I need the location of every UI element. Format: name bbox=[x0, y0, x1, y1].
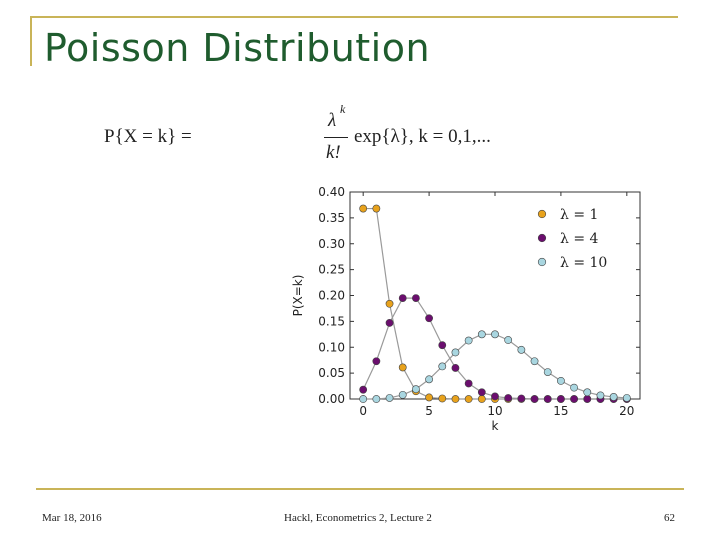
x-tick-label: 15 bbox=[553, 404, 568, 418]
series-2-point bbox=[398, 294, 407, 302]
series-3-point bbox=[412, 385, 420, 394]
series-2-point bbox=[451, 364, 460, 372]
y-tick-label: 0.30 bbox=[318, 237, 345, 251]
series-3-point bbox=[359, 395, 368, 403]
footer-center: Hackl, Econometrics 2, Lecture 2 bbox=[284, 512, 432, 524]
series-2-point bbox=[385, 319, 394, 327]
series-3-point bbox=[557, 376, 565, 385]
series-2-point bbox=[425, 314, 433, 323]
series-2-point bbox=[359, 385, 368, 394]
x-tick-label: 10 bbox=[487, 404, 502, 418]
series-3-point bbox=[372, 395, 381, 403]
series-2-point bbox=[530, 395, 539, 403]
series-3-point bbox=[583, 388, 592, 397]
series-2-point bbox=[491, 392, 499, 401]
poisson-pmf-chart: 0.00 0.05 0.10 0.15 0.20 0.25 0.30 0.35 0.40 0 5 10… bbox=[291, 185, 641, 433]
series-2-point bbox=[412, 294, 420, 302]
series-1-point bbox=[451, 395, 460, 403]
y-tick-label: 0.15 bbox=[318, 314, 345, 328]
y-axis-label: P(X=k) bbox=[291, 275, 305, 317]
series-3-point bbox=[570, 383, 578, 392]
series-2-point bbox=[477, 388, 486, 397]
footer-page-number: 62 bbox=[664, 512, 675, 524]
legend-label-3: λ = 10 bbox=[560, 255, 607, 271]
series-2-point bbox=[372, 357, 381, 366]
series-2-point bbox=[517, 394, 526, 403]
legend-marker-2 bbox=[537, 233, 547, 243]
series-2-point bbox=[570, 395, 578, 403]
x-tick-label: 0 bbox=[359, 404, 367, 418]
y-tick-label: 0.10 bbox=[318, 340, 345, 354]
y-tick-label: 0.40 bbox=[318, 185, 345, 199]
legend-marker-1 bbox=[537, 209, 547, 219]
slide-frame-bottom bbox=[36, 488, 684, 490]
x-axis-label: k bbox=[492, 419, 499, 433]
y-tick-label: 0.05 bbox=[318, 366, 345, 380]
series-2-point bbox=[438, 341, 447, 350]
series-1-point bbox=[464, 395, 473, 403]
series-3-point bbox=[530, 357, 539, 366]
series-3-point bbox=[504, 336, 513, 344]
series-2-point bbox=[557, 395, 565, 403]
series-1-point bbox=[398, 363, 407, 372]
formula-lhs: P{X = k} = bbox=[104, 126, 192, 147]
legend-marker-3 bbox=[537, 257, 547, 267]
series-1-point bbox=[438, 394, 447, 403]
series-3-point bbox=[385, 394, 394, 402]
formula-denominator: k! bbox=[326, 142, 341, 163]
slide-frame-top bbox=[30, 16, 678, 18]
x-tick-label: 20 bbox=[619, 404, 634, 418]
series-1-point bbox=[359, 204, 368, 213]
slide-title: Poisson Distribution bbox=[44, 26, 431, 70]
series-3-point bbox=[464, 336, 473, 345]
series-3-point bbox=[491, 330, 499, 339]
series-3-point bbox=[543, 368, 552, 376]
series-2-point bbox=[543, 395, 552, 403]
plot-frame bbox=[349, 191, 641, 400]
poisson-formula: P{X = k} = λ k k! exp{λ}, k = 0,1,... bbox=[104, 102, 491, 168]
formula-numerator-sup: k bbox=[340, 102, 346, 116]
series-1-point bbox=[425, 393, 433, 402]
series-3-point bbox=[596, 391, 605, 400]
series-3-point bbox=[438, 362, 447, 371]
fraction-bar bbox=[324, 137, 348, 138]
legend-label-2: λ = 4 bbox=[560, 231, 599, 247]
y-tick-label: 0.25 bbox=[318, 263, 345, 277]
series-3-point bbox=[451, 348, 460, 357]
series-2-point bbox=[504, 394, 513, 402]
series-3-point bbox=[609, 393, 618, 401]
series-3-point bbox=[398, 390, 407, 399]
y-tick-label: 0.35 bbox=[318, 211, 345, 225]
slide-frame-left bbox=[30, 16, 32, 66]
series-1-point bbox=[372, 204, 381, 213]
series-1-point bbox=[477, 395, 486, 403]
x-tick-label: 5 bbox=[425, 404, 433, 418]
y-tick-label: 0.00 bbox=[318, 392, 345, 406]
series-2-point bbox=[464, 379, 473, 388]
y-tick-label: 0.20 bbox=[318, 289, 345, 303]
series-2-point bbox=[583, 395, 592, 403]
formula-numerator: λ bbox=[328, 110, 337, 131]
footer-date: Mar 18, 2016 bbox=[42, 512, 102, 524]
legend-label-1: λ = 1 bbox=[560, 207, 598, 223]
series-1-point bbox=[385, 299, 394, 308]
series-3-point bbox=[517, 345, 526, 354]
series-3-point bbox=[425, 375, 433, 384]
series-3-point bbox=[477, 330, 486, 339]
formula-rhs: exp{λ}, k = 0,1,... bbox=[354, 126, 491, 147]
series-3-point bbox=[622, 394, 631, 402]
